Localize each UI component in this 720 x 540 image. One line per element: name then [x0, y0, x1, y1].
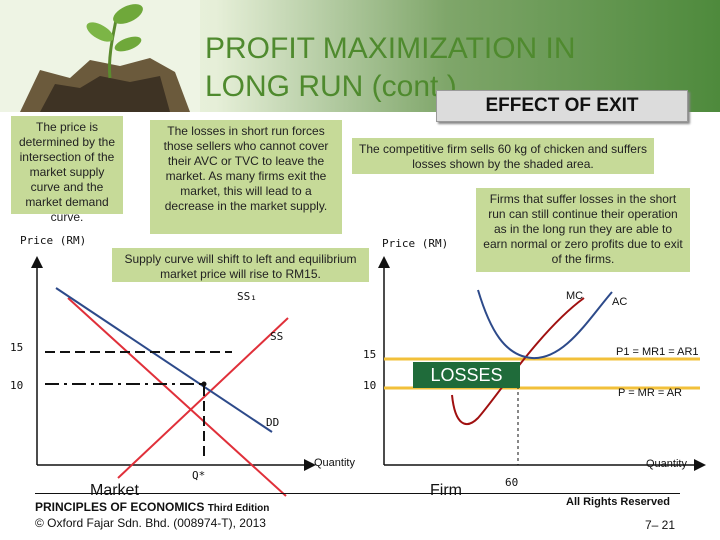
ac-curve — [477, 289, 613, 360]
note-price-intersection: The price is determined by the intersect… — [11, 116, 123, 224]
footer-rule — [35, 493, 680, 494]
title-line-1: PROFIT MAXIMIZATION IN — [205, 32, 576, 65]
firm-x-axis-label: Quantity — [646, 458, 687, 470]
market-price-low-label: 10 — [10, 379, 24, 392]
subtitle-box: EFFECT OF EXIT — [436, 90, 688, 122]
demand-curve-dd — [55, 287, 273, 433]
market-caption: Market — [90, 482, 139, 499]
note-supply-shift: Supply curve will shift to left and equi… — [112, 248, 369, 282]
supply-ss1-label: SS₁ — [237, 290, 257, 303]
footer-rights: All Rights Reserved — [566, 496, 670, 508]
firm-price-high-label: 15 — [363, 348, 377, 361]
market-y-axis-label: Price (RM) — [20, 234, 87, 247]
supply-curve-ss — [117, 317, 289, 479]
footer-copyright: © Oxford Fajar Sdn. Bhd. (008974-T), 201… — [35, 516, 266, 530]
seedling-icon — [0, 0, 200, 112]
mc-label: MC — [566, 290, 584, 302]
supply-ss-label: SS — [270, 330, 284, 343]
firm-price-low-label: 10 — [363, 379, 377, 392]
footer-book-title: PRINCIPLES OF ECONOMICS — [35, 500, 205, 514]
p1-label: P1 = MR1 = AR1 — [616, 346, 699, 358]
ac-label: AC — [612, 296, 628, 308]
mc-curve — [451, 297, 585, 425]
note-losses-exit: The losses in short run forces those sel… — [150, 120, 342, 234]
firm-quantity-value: 60 — [505, 476, 519, 489]
market-price-high-label: 15 — [10, 341, 24, 354]
supply-curve-ss1 — [67, 297, 287, 497]
title-line-2: LONG RUN (cont.) — [205, 70, 457, 103]
losses-box: LOSSES — [413, 362, 520, 388]
firm-caption: Firm — [430, 482, 462, 499]
market-equilibrium-point — [201, 381, 207, 387]
demand-dd-label: DD — [266, 416, 280, 429]
note-competitive-firm: The competitive firm sells 60 kg of chic… — [352, 138, 654, 174]
market-x-axis-label: Quantity — [314, 457, 355, 469]
footer-book: PRINCIPLES OF ECONOMICS Third Edition — [35, 500, 269, 514]
footer-page-number: 7– 21 — [645, 518, 676, 532]
footer-edition: Third Edition — [207, 503, 270, 514]
slide-title: PROFIT MAXIMIZATION IN LONG RUN (cont.) — [205, 30, 625, 106]
p-label: P = MR = AR — [618, 387, 682, 399]
firm-y-axis-label: Price (RM) — [382, 237, 449, 250]
note-long-run: Firms that suffer losses in the short ru… — [476, 188, 690, 272]
market-quantity-label: Q* — [192, 469, 206, 482]
